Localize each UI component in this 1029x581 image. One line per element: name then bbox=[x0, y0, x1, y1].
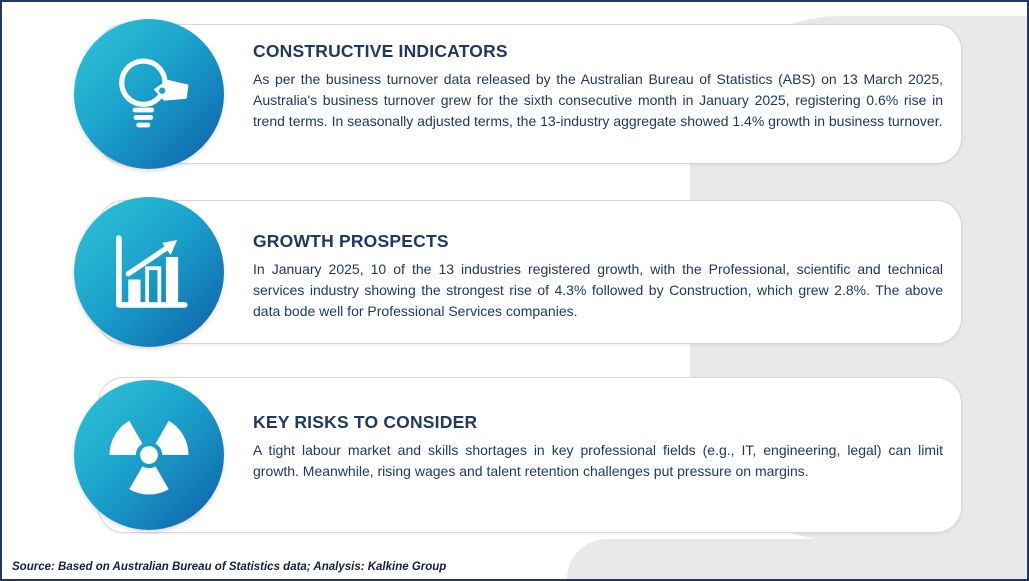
card-body: A tight labour market and skills shortag… bbox=[253, 442, 943, 479]
background-bottom-strip bbox=[567, 539, 1027, 579]
card-title: CONSTRUCTIVE INDICATORS bbox=[253, 41, 508, 61]
icon-badge-key-risks bbox=[74, 380, 224, 530]
card-body: In January 2025, 10 of the 13 industries… bbox=[253, 261, 943, 319]
card-key-risks: KEY RISKS TO CONSIDER A tight labour mar… bbox=[98, 377, 962, 533]
bar-chart-growth-icon bbox=[102, 225, 196, 319]
card-title: GROWTH PROSPECTS bbox=[253, 231, 449, 251]
source-note: Source: Based on Australian Bureau of St… bbox=[12, 561, 447, 573]
card-body: As per the business turnover data releas… bbox=[253, 71, 943, 129]
radiation-hazard-icon bbox=[102, 408, 196, 502]
card-constructive-indicators: CONSTRUCTIVE INDICATORS As per the busin… bbox=[98, 24, 962, 164]
card-title: KEY RISKS TO CONSIDER bbox=[253, 412, 478, 432]
icon-badge-constructive-indicators bbox=[74, 19, 224, 169]
card-growth-prospects: GROWTH PROSPECTS In January 2025, 10 of … bbox=[98, 200, 962, 344]
lightbulb-tag-icon bbox=[102, 47, 196, 141]
icon-badge-growth-prospects bbox=[74, 197, 224, 347]
